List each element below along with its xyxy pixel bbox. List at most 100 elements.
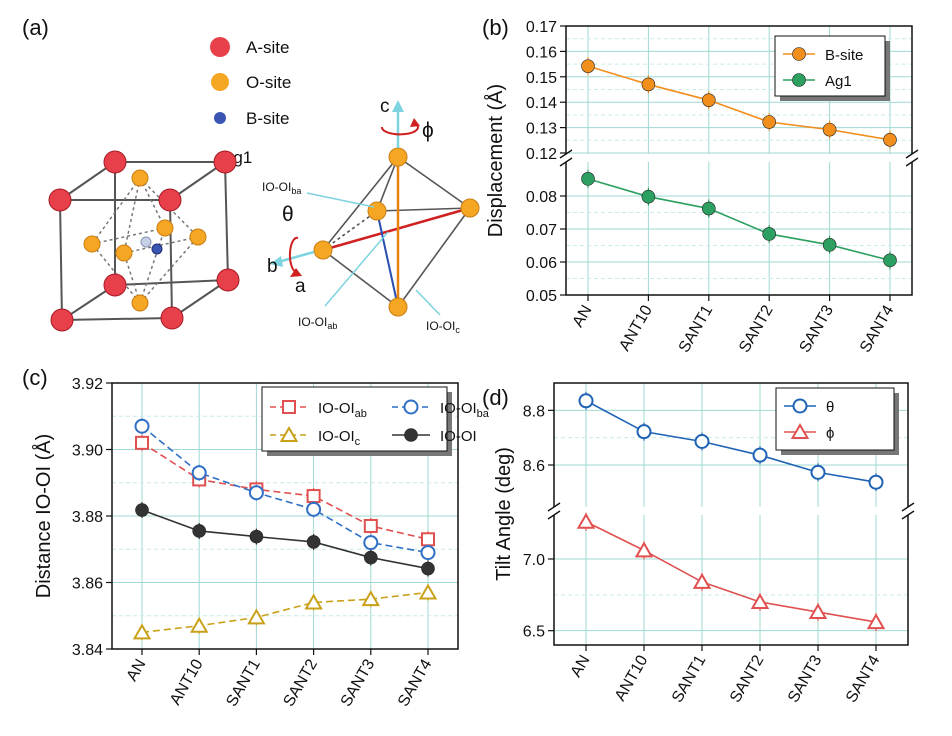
axis-break-mark bbox=[905, 149, 919, 159]
point-sant2 bbox=[306, 501, 322, 517]
x-tick-label-an: AN bbox=[568, 653, 594, 681]
perovskite-unit-cell bbox=[48, 150, 240, 332]
b-axis-arrow bbox=[277, 250, 315, 264]
x-tick-label-sant1: SANT1 bbox=[676, 302, 717, 355]
point-sant2 bbox=[762, 115, 777, 129]
point-sant3 bbox=[810, 464, 826, 480]
point-sant2 bbox=[750, 592, 770, 609]
distance-chart: 3.84 3.86 3.88 3.90 3.92 AN ANT10 SANT1 SANT2 SAN… bbox=[32, 376, 490, 710]
point-sant3 bbox=[361, 590, 381, 607]
series-line bbox=[585, 400, 877, 484]
y-tick-label-3-92: 3.92 bbox=[72, 376, 103, 393]
y-axis-title: Displacement (Å) bbox=[484, 84, 507, 237]
x-tick-label-sant1: SANT1 bbox=[669, 652, 710, 705]
panel-c-label: (c) bbox=[22, 365, 48, 390]
point-sant1 bbox=[248, 485, 264, 501]
series-ag1 bbox=[581, 169, 897, 270]
y-axis-title: Distance IO-OI (Å) bbox=[32, 434, 55, 598]
b-site-legend-marker bbox=[214, 112, 226, 124]
y-tick-label-3-84: 3.84 bbox=[72, 642, 103, 659]
iooi-ab-label: IO-OIab bbox=[298, 315, 337, 331]
series-line bbox=[141, 425, 429, 554]
legend-label-io-oi: IO-OI bbox=[440, 428, 477, 445]
series-s bbox=[576, 512, 886, 632]
axis-break-mark bbox=[547, 502, 561, 512]
theta-symbol: θ bbox=[282, 203, 294, 226]
point-sant3 bbox=[363, 550, 378, 565]
series-line bbox=[141, 509, 429, 570]
y-tick-label-8-8: 8.8 bbox=[523, 403, 545, 420]
y-axis-title: Tilt Angle (deg) bbox=[493, 447, 515, 581]
point-sant3 bbox=[822, 238, 837, 252]
panel-a-label: (a) bbox=[22, 15, 49, 40]
x-tick-label-sant4: SANT4 bbox=[843, 652, 884, 705]
axis-break-gap bbox=[554, 154, 924, 162]
point-an bbox=[581, 59, 595, 73]
iooi-ba-line bbox=[376, 210, 399, 308]
axis-break-mark bbox=[901, 510, 915, 520]
y-tick-label-8-6: 8.6 bbox=[523, 458, 545, 475]
point-an bbox=[135, 435, 149, 450]
point-an bbox=[578, 393, 594, 409]
point-sant3 bbox=[808, 603, 828, 620]
x-tick-label-an: AN bbox=[124, 657, 150, 685]
point-sant3 bbox=[363, 518, 378, 533]
legend-marker-ag1 bbox=[792, 73, 806, 87]
structure-legend: A-site O-site B-site bbox=[210, 37, 291, 128]
x-tick-label-sant4: SANT4 bbox=[395, 656, 436, 709]
legend-box bbox=[775, 387, 895, 451]
phi-symbol: ϕ bbox=[422, 119, 434, 142]
point-an bbox=[581, 172, 595, 186]
legend-marker-s bbox=[790, 422, 810, 439]
point-sant4 bbox=[418, 583, 438, 600]
series-line bbox=[587, 178, 891, 262]
point-sant1 bbox=[701, 93, 716, 107]
point-ant10 bbox=[634, 541, 654, 558]
point-sant1 bbox=[247, 608, 266, 625]
point-an bbox=[576, 512, 596, 529]
point-ant10 bbox=[641, 77, 656, 92]
legend-label-s: θ bbox=[826, 399, 834, 416]
point-ant10 bbox=[191, 465, 207, 481]
y-tick-label-7-0: 7.0 bbox=[523, 552, 545, 569]
series-line bbox=[585, 521, 877, 623]
point-sant4 bbox=[883, 253, 897, 268]
octahedron-diagram: c ϕ θ b a IO-OIba IO-OIab IO-OIc bbox=[262, 96, 480, 335]
y-tick-label-0-15: 0.15 bbox=[526, 70, 557, 87]
x-tick-label-sant4: SANT4 bbox=[857, 302, 898, 355]
iooi-ab-line bbox=[322, 206, 471, 252]
point-sant2 bbox=[306, 489, 321, 504]
y-tick-label-0-08: 0.08 bbox=[526, 189, 557, 206]
y-tick-label-0-14: 0.14 bbox=[526, 95, 557, 112]
x-tick-label-sant3: SANT3 bbox=[785, 652, 826, 705]
point-sant1 bbox=[692, 572, 712, 589]
legend-label-io-oic: IO-OIc bbox=[318, 428, 361, 448]
point-ant10 bbox=[189, 616, 209, 633]
y-tick-label-0-07: 0.07 bbox=[526, 222, 557, 239]
iooi-ba-label: IO-OIba bbox=[262, 180, 301, 196]
x-tick-label-sant2: SANT2 bbox=[736, 302, 777, 355]
o-site-legend-marker bbox=[211, 73, 229, 91]
panel-d-label: (d) bbox=[482, 385, 509, 410]
point-sant4 bbox=[866, 613, 886, 630]
point-an bbox=[132, 623, 152, 640]
legend-marker-s bbox=[792, 398, 808, 414]
y-tick-label-0-06: 0.06 bbox=[526, 255, 557, 272]
point-sant1 bbox=[249, 529, 264, 544]
series-line bbox=[141, 442, 429, 541]
a-site-legend-marker bbox=[210, 37, 230, 57]
series-line bbox=[587, 65, 891, 141]
axis-break-mark bbox=[547, 510, 561, 520]
b-axis-label: b bbox=[267, 256, 278, 277]
x-tick-label-sant3: SANT3 bbox=[797, 302, 838, 355]
a-site-legend-label: A-site bbox=[246, 38, 289, 57]
axis-break-mark bbox=[901, 502, 915, 512]
y-tick-label-3-86: 3.86 bbox=[72, 576, 103, 593]
point-sant4 bbox=[421, 561, 435, 576]
series-line bbox=[141, 591, 429, 634]
point-sant2 bbox=[306, 535, 321, 549]
c-axis-label: c bbox=[380, 96, 390, 117]
legend-marker-b-site bbox=[792, 47, 806, 61]
point-ant10 bbox=[636, 424, 652, 440]
